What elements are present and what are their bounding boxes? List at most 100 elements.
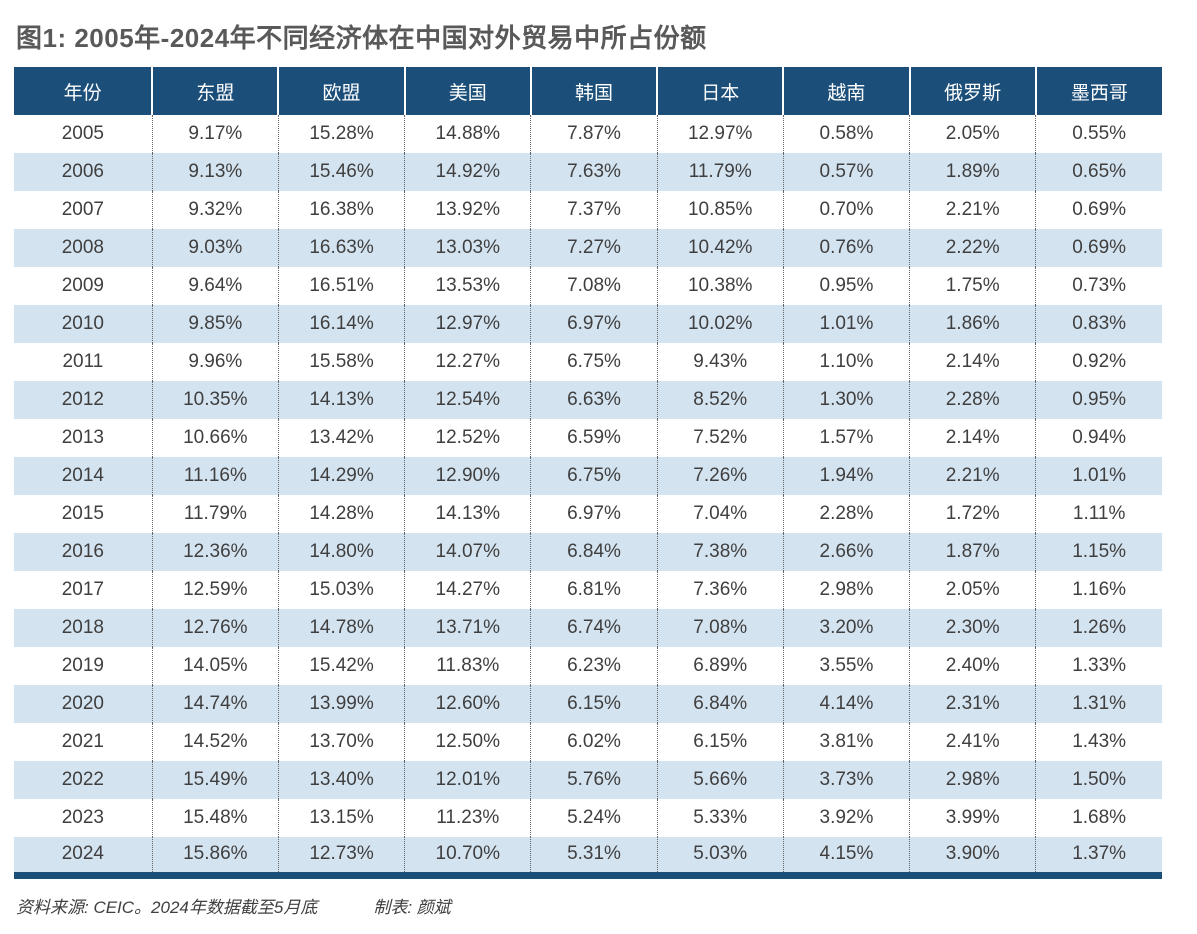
value-cell: 2.14%: [909, 419, 1036, 457]
value-cell: 13.92%: [404, 191, 531, 229]
value-cell: 0.69%: [1035, 191, 1162, 229]
table-row: 2006 9.13% 15.46% 14.92% 7.63% 11.79% 0.57% 1.8…: [14, 153, 1162, 191]
value-cell: 3.92%: [782, 799, 910, 837]
value-cell: 14.80%: [277, 533, 405, 571]
value-cell: 14.29%: [277, 457, 405, 495]
value-cell: 9.85%: [151, 305, 279, 343]
value-cell: 7.08%: [530, 267, 658, 305]
value-cell: 10.02%: [656, 305, 784, 343]
value-cell: 1.31%: [1035, 685, 1162, 723]
value-cell: 1.10%: [782, 343, 910, 381]
year-cell: 2020: [61, 693, 104, 714]
value-cell: 13.40%: [277, 761, 405, 799]
value-cell: 5.03%: [656, 837, 784, 875]
value-cell: 11.16%: [151, 457, 279, 495]
value-cell: 7.08%: [656, 609, 784, 647]
value-cell: 3.90%: [909, 837, 1036, 875]
value-cell: 14.07%: [404, 533, 531, 571]
year-cell: 2011: [62, 351, 104, 372]
value-cell: 15.46%: [277, 153, 405, 191]
value-cell: 9.32%: [151, 191, 279, 229]
value-cell: 12.59%: [151, 571, 279, 609]
value-cell: 9.03%: [151, 229, 279, 267]
value-cell: 15.49%: [151, 761, 279, 799]
value-cell: 5.31%: [530, 837, 658, 875]
value-cell: 1.86%: [909, 305, 1036, 343]
value-cell: 1.33%: [1035, 647, 1162, 685]
value-cell: 15.03%: [277, 571, 405, 609]
value-cell: 14.13%: [404, 495, 531, 533]
column-header-3: 美国: [403, 67, 531, 115]
value-cell: 14.13%: [277, 381, 405, 419]
value-cell: 3.55%: [782, 647, 910, 685]
year-cell: 2005: [61, 123, 104, 144]
value-cell: 0.65%: [1035, 153, 1162, 191]
value-cell: 1.75%: [909, 267, 1036, 305]
value-cell: 7.27%: [530, 229, 658, 267]
value-cell: 2.28%: [909, 381, 1036, 419]
value-cell: 0.70%: [782, 191, 910, 229]
value-cell: 1.01%: [782, 305, 910, 343]
year-cell: 2024: [61, 843, 104, 865]
value-cell: 2.05%: [909, 115, 1036, 153]
figure-title: 图1: 2005年-2024年不同经济体在中国对外贸易中所占份额: [16, 23, 707, 53]
value-cell: 11.79%: [151, 495, 279, 533]
value-cell: 1.16%: [1035, 571, 1162, 609]
value-cell: 13.70%: [277, 723, 405, 761]
value-cell: 6.81%: [530, 571, 658, 609]
table-body: 2005 9.17% 15.28% 14.88% 7.87% 12.97% 0.58% 2.0…: [14, 115, 1162, 875]
year-cell: 2021: [61, 731, 104, 752]
value-cell: 7.38%: [656, 533, 784, 571]
value-cell: 2.66%: [782, 533, 910, 571]
value-cell: 7.04%: [656, 495, 784, 533]
column-header-4: 韩国: [529, 67, 658, 115]
value-cell: 13.15%: [277, 799, 405, 837]
year-cell: 2022: [61, 769, 104, 790]
value-cell: 6.02%: [530, 723, 658, 761]
year-cell: 2016: [61, 541, 104, 562]
year-cell: 2010: [61, 313, 104, 334]
value-cell: 9.17%: [151, 115, 279, 153]
year-cell: 2019: [61, 655, 104, 676]
value-cell: 1.57%: [782, 419, 910, 457]
value-cell: 1.11%: [1035, 495, 1162, 533]
value-cell: 2.21%: [909, 191, 1036, 229]
value-cell: 1.94%: [782, 457, 910, 495]
value-cell: 0.92%: [1035, 343, 1162, 381]
year-cell: 2006: [61, 161, 104, 182]
header-row: 年份 东盟 欧盟 美国 韩国 日本 越南 俄罗斯 墨西哥: [14, 67, 1162, 115]
table-row: 2022 15.49% 13.40% 12.01% 5.76% 5.66% 3.73% 2.9…: [14, 761, 1162, 799]
year-cell: 2018: [61, 617, 104, 638]
value-cell: 12.60%: [404, 685, 531, 723]
value-cell: 14.88%: [404, 115, 531, 153]
value-cell: 3.73%: [782, 761, 910, 799]
column-header-5: 日本: [656, 67, 784, 115]
table-row: 2019 14.05% 15.42% 11.83% 6.23% 6.89% 3.55% 2.4…: [14, 647, 1162, 685]
year-cell: 2007: [61, 199, 104, 220]
value-cell: 2.22%: [909, 229, 1036, 267]
value-cell: 0.57%: [782, 153, 910, 191]
value-cell: 10.42%: [656, 229, 784, 267]
table-row: 2010 9.85% 16.14% 12.97% 6.97% 10.02% 1.01% 1.8…: [14, 305, 1162, 343]
value-cell: 6.59%: [530, 419, 658, 457]
value-cell: 15.58%: [277, 343, 405, 381]
table-row: 2016 12.36% 14.80% 14.07% 6.84% 7.38% 2.66% 1.8…: [14, 533, 1162, 571]
value-cell: 14.78%: [277, 609, 405, 647]
value-cell: 2.98%: [909, 761, 1036, 799]
value-cell: 15.28%: [277, 115, 405, 153]
table-header: 年份 东盟 欧盟 美国 韩国 日本 越南 俄罗斯 墨西哥: [14, 67, 1162, 115]
value-cell: 3.20%: [782, 609, 910, 647]
table-footnote: 资料来源: CEIC。2024年数据截至5月底 制表: 颜斌: [16, 893, 1183, 918]
value-cell: 14.92%: [404, 153, 531, 191]
value-cell: 16.14%: [277, 305, 405, 343]
value-cell: 12.50%: [404, 723, 531, 761]
value-cell: 13.03%: [404, 229, 531, 267]
value-cell: 2.28%: [782, 495, 910, 533]
table-credit-note: 制表: 颜斌: [373, 897, 451, 917]
year-cell: 2015: [61, 503, 104, 524]
value-cell: 0.58%: [782, 115, 910, 153]
value-cell: 14.52%: [151, 723, 279, 761]
value-cell: 14.28%: [277, 495, 405, 533]
value-cell: 5.76%: [530, 761, 658, 799]
